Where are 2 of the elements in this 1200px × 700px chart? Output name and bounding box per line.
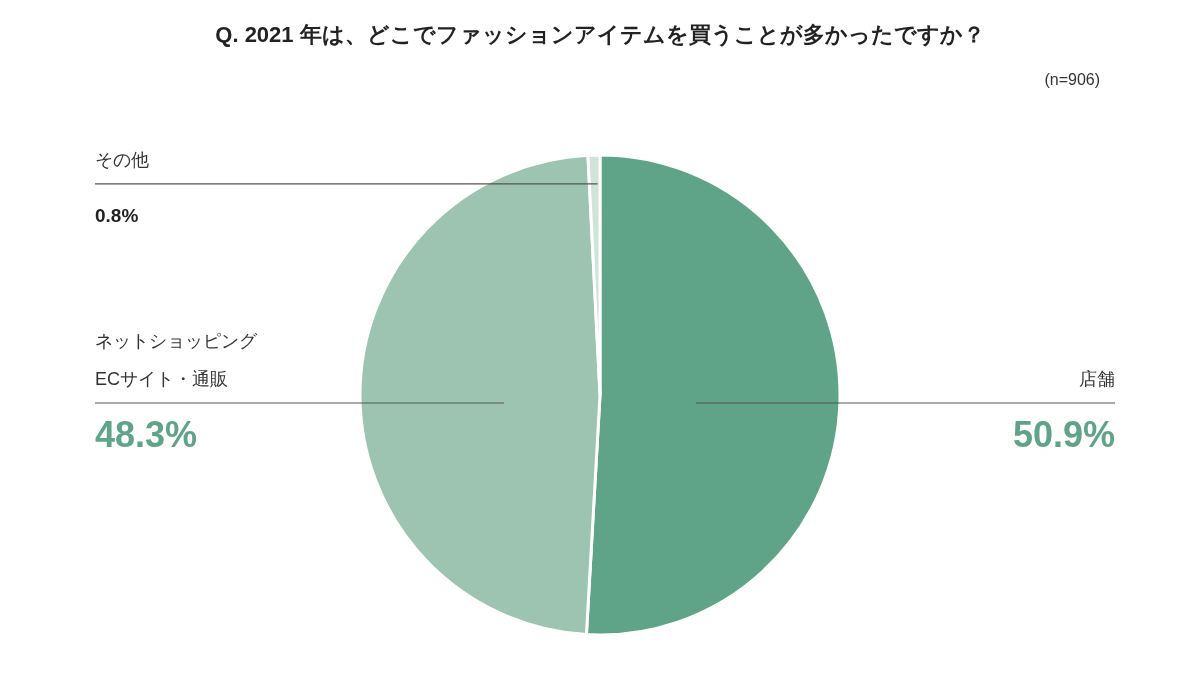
title: Q. 2021 年は、どこでファッションアイテムを買うことが多かったですか？ [215,22,985,47]
annotation: (n=906) [1044,71,1100,88]
